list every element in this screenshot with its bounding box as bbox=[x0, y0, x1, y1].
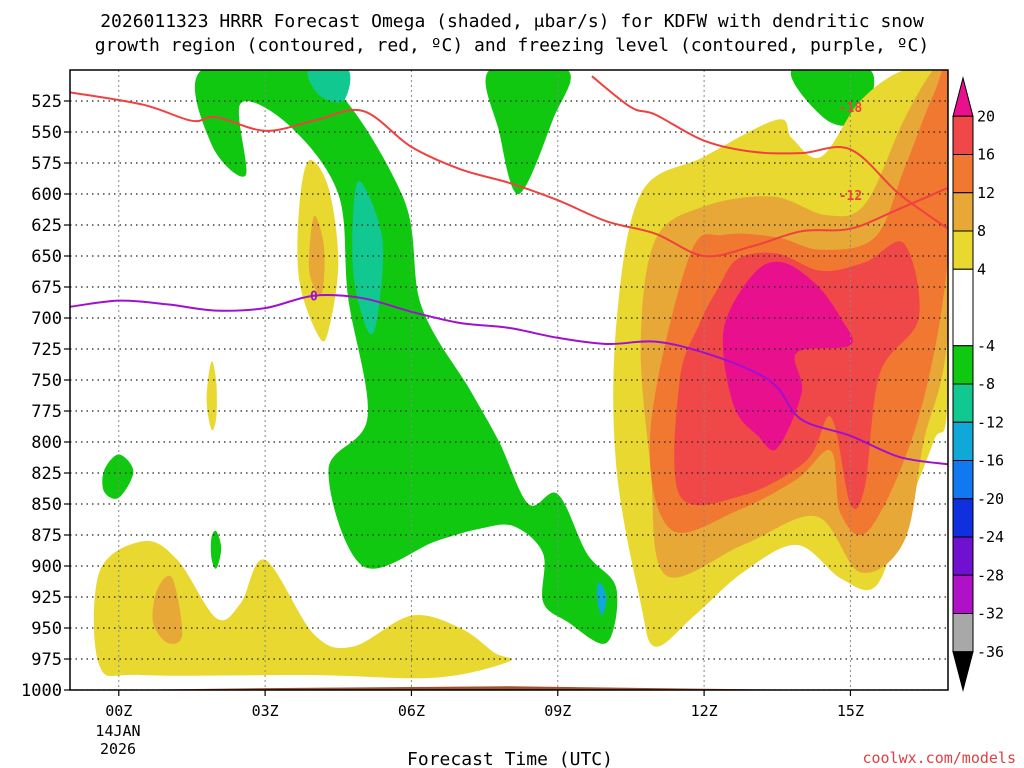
omega-region-16 bbox=[210, 530, 222, 569]
colorbar-bin-10 bbox=[952, 498, 974, 538]
omega-region-12 bbox=[93, 540, 513, 679]
omega-region-15 bbox=[102, 454, 134, 499]
grid-layer bbox=[70, 70, 948, 690]
omega-region-0 bbox=[194, 70, 618, 644]
x-tick-label-0: 00Z bbox=[105, 702, 132, 720]
colorbar-bin-7 bbox=[952, 383, 974, 423]
colorbar-bin-4 bbox=[952, 230, 974, 270]
y-axis: 525 550 575 600 625 650 675 700 725 750 775 800 825 8… bbox=[21, 92, 70, 701]
colorbar: 20 16 12 8 4 -4 -8 -12 -16 -20 -24 -28 -32 -36 bbox=[952, 76, 1004, 692]
colorbar-bottom-arrow bbox=[952, 651, 974, 692]
colorbar-label-7: -12 bbox=[977, 413, 1004, 431]
colorbar-label-4: 4 bbox=[977, 260, 986, 278]
colorbar-label-11: -28 bbox=[977, 566, 1004, 584]
y-tick-label-525: 525 bbox=[31, 92, 62, 112]
x-tick-label-12: 12Z bbox=[691, 702, 718, 720]
y-tick-label-550: 550 bbox=[31, 123, 62, 143]
y-tick-label-950: 950 bbox=[31, 619, 62, 639]
terrain-fill bbox=[116, 686, 827, 690]
colorbar-bin-0 bbox=[952, 76, 974, 117]
colorbar-bin-2 bbox=[952, 154, 974, 194]
colorbar-label-9: -20 bbox=[977, 490, 1004, 508]
colorbar-label-0: 20 bbox=[977, 107, 995, 125]
credit-text[interactable]: coolwx.com/models bbox=[862, 749, 1016, 767]
y-tick-label-775: 775 bbox=[31, 402, 62, 422]
contour-line-2 bbox=[70, 293, 948, 466]
y-tick-label-900: 900 bbox=[31, 557, 62, 577]
colorbar-label-1: 16 bbox=[977, 146, 995, 164]
y-tick-label-875: 875 bbox=[31, 526, 62, 546]
y-tick-label-725: 725 bbox=[31, 340, 62, 360]
contour-label-1: -12 bbox=[839, 189, 862, 204]
colorbar-bin-13 bbox=[952, 613, 974, 653]
y-tick-label-625: 625 bbox=[31, 216, 62, 236]
chart-title-line2: growth region (contoured, red, ºC) and f… bbox=[95, 35, 929, 56]
x-date-day: 14JAN bbox=[95, 722, 140, 740]
colorbar-label-8: -16 bbox=[977, 452, 1004, 470]
colorbar-label-5: -4 bbox=[977, 337, 995, 355]
y-tick-label-700: 700 bbox=[31, 309, 62, 329]
y-tick-label-800: 800 bbox=[31, 433, 62, 453]
colorbar-bin-9 bbox=[952, 460, 974, 500]
omega-region-9 bbox=[722, 261, 853, 451]
chart-title-line1: 2026011323 HRRR Forecast Omega (shaded, … bbox=[100, 11, 924, 32]
omega-region-14 bbox=[206, 361, 217, 431]
y-tick-label-600: 600 bbox=[31, 185, 62, 205]
contour-label-2: 0 bbox=[310, 290, 318, 305]
x-date-year: 2026 bbox=[100, 740, 136, 758]
contour-label-0: -18 bbox=[839, 101, 863, 116]
y-tick-label-650: 650 bbox=[31, 247, 62, 267]
colorbar-bin-6 bbox=[952, 345, 974, 385]
omega-region-13 bbox=[152, 575, 183, 644]
x-axis-label: Forecast Time (UTC) bbox=[407, 749, 613, 768]
colorbar-bin-11 bbox=[952, 536, 974, 576]
plot-area: -18 -12 0 bbox=[70, 70, 948, 690]
y-tick-label-925: 925 bbox=[31, 588, 62, 608]
y-tick-label-1000: 1000 bbox=[21, 681, 62, 701]
omega-region-4 bbox=[307, 70, 351, 103]
y-tick-label-825: 825 bbox=[31, 464, 62, 484]
colorbar-bin-5 bbox=[952, 268, 974, 347]
colorbar-label-2: 12 bbox=[977, 184, 995, 202]
colorbar-label-6: -8 bbox=[977, 375, 995, 393]
omega-region-11 bbox=[308, 215, 325, 296]
x-tick-label-15: 15Z bbox=[837, 702, 864, 720]
contour-line-0 bbox=[70, 91, 948, 258]
omega-shading-layer bbox=[93, 70, 948, 679]
y-tick-label-750: 750 bbox=[31, 371, 62, 391]
colorbar-bin-12 bbox=[952, 574, 974, 614]
y-tick-label-575: 575 bbox=[31, 154, 62, 174]
colorbar-label-12: -32 bbox=[977, 605, 1004, 623]
y-tick-label-675: 675 bbox=[31, 278, 62, 298]
colorbar-bin-1 bbox=[952, 115, 974, 155]
y-tick-label-975: 975 bbox=[31, 650, 62, 670]
colorbar-label-13: -36 bbox=[977, 643, 1004, 661]
terrain-layer bbox=[116, 686, 827, 690]
y-tick-label-850: 850 bbox=[31, 495, 62, 515]
colorbar-label-3: 8 bbox=[977, 222, 986, 240]
x-tick-label-9: 09Z bbox=[544, 702, 571, 720]
omega-region-3 bbox=[352, 181, 384, 335]
contour-line-1 bbox=[591, 75, 948, 230]
colorbar-bin-3 bbox=[952, 192, 974, 232]
x-tick-label-3: 03Z bbox=[252, 702, 279, 720]
contour-layer: -18 -12 0 bbox=[70, 75, 948, 466]
colorbar-bin-8 bbox=[952, 421, 974, 461]
x-tick-label-6: 06Z bbox=[398, 702, 425, 720]
x-axis: 00Z 03Z 06Z 09Z 12Z 15Z bbox=[105, 690, 864, 720]
colorbar-label-10: -24 bbox=[977, 528, 1004, 546]
omega-region-17 bbox=[596, 582, 607, 616]
